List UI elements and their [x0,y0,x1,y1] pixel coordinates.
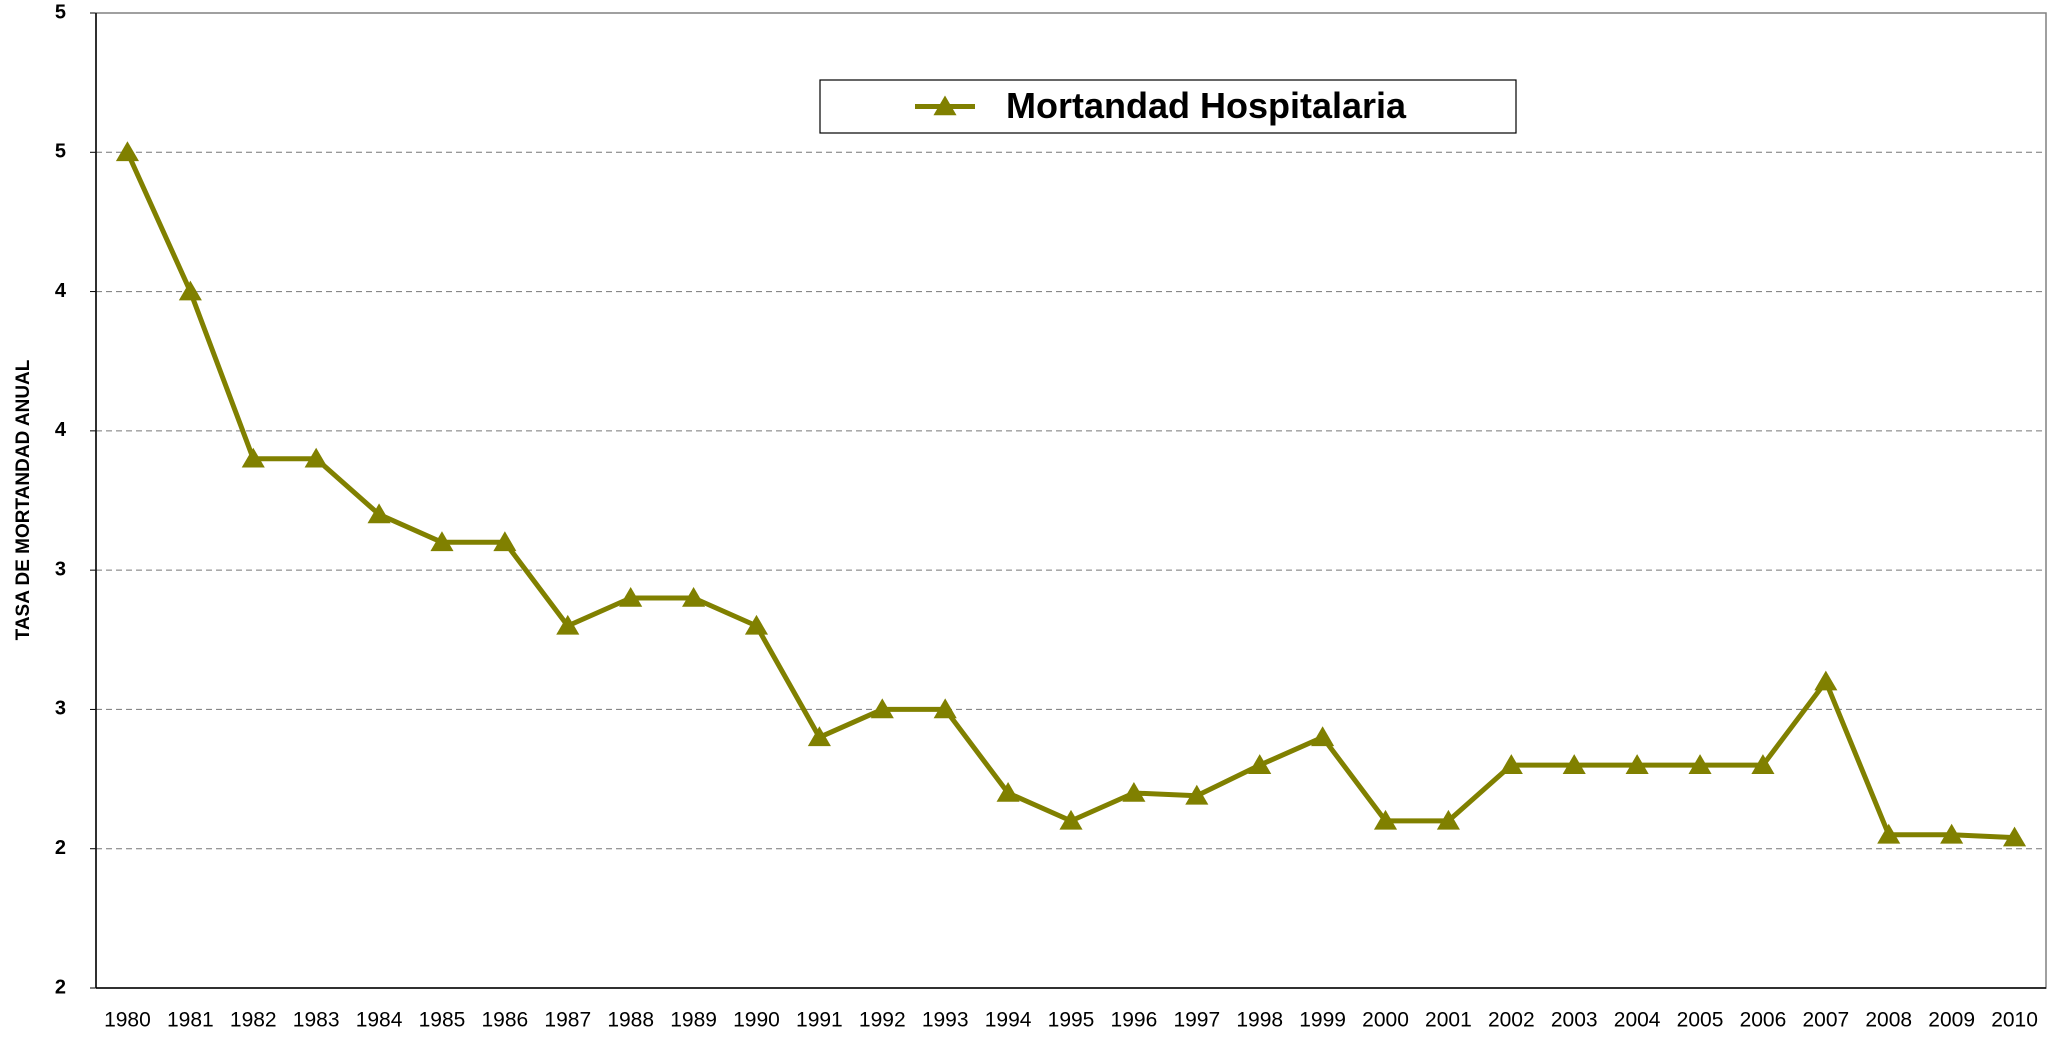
marker [1814,670,1838,691]
x-tick-label: 2006 [1740,1009,1787,1032]
marker [1248,754,1272,774]
marker [1059,809,1083,830]
x-tick-label: 1981 [167,1009,214,1032]
marker [1562,754,1586,774]
y-tick-label: 2 [55,837,66,859]
x-tick-label: 1999 [1299,1009,1346,1032]
marker [430,531,454,552]
y-tick-label: 2 [55,976,66,998]
x-tick-label: 1989 [670,1009,717,1032]
x-tick-label: 2001 [1425,1009,1472,1032]
line [125,151,2015,841]
x-tick-label: 1998 [1236,1009,1283,1032]
marker [1751,754,1775,774]
x-tick-label: 1996 [1111,1009,1158,1032]
marker [493,531,517,552]
x-tick-label: 1994 [985,1009,1032,1032]
marker [2002,826,2027,847]
y-tick-label: 5 [55,141,66,163]
marker [1625,754,1649,774]
x-tick-label: 1986 [482,1009,529,1032]
marker [807,726,831,747]
y-tick-label: 5 [55,1,66,23]
x-tick-label: 2009 [1928,1009,1975,1032]
x-tick-label: 1980 [104,1009,151,1032]
x-tick-label: 2010 [1991,1009,2038,1032]
x-tick-label: 1995 [1048,1009,1095,1032]
marker [682,587,706,607]
x-tick-label: 1987 [544,1009,591,1032]
marker [619,587,643,607]
marker [1311,726,1335,747]
x-tick-label: 2003 [1551,1009,1598,1032]
x-tick-label: 1997 [1173,1009,1220,1032]
plot-area [95,12,2047,989]
marker [1940,823,1964,844]
x-tick-label: 1982 [230,1009,277,1032]
marker [304,447,328,468]
y-tick-label: 3 [55,698,66,720]
marker [744,614,769,635]
x-tick-label: 2008 [1865,1009,1912,1032]
marker [556,614,580,635]
marker [870,698,894,719]
marker [1499,754,1523,774]
legend-marker [933,95,957,116]
marker [1373,809,1398,830]
y-tick-label: 4 [55,280,67,302]
x-tick-label: 2005 [1677,1009,1724,1032]
marker [241,447,265,468]
marker [115,141,140,162]
x-tick-label: 1992 [859,1009,906,1032]
x-tick-label: 2002 [1488,1009,1535,1032]
x-tick-label: 1984 [356,1009,403,1032]
y-tick-label: 4 [55,419,67,441]
x-tick-label: 1985 [419,1009,466,1032]
marker [367,503,391,524]
marker [996,782,1020,802]
x-tick-label: 2004 [1614,1009,1661,1032]
y-tick-label: 3 [55,558,66,580]
marker [1185,784,1209,805]
x-tick-label: 1983 [293,1009,340,1032]
marker [933,698,957,719]
marker [178,280,202,301]
x-tick-label: 2007 [1802,1009,1849,1032]
marker [1877,823,1901,844]
marker [1122,782,1146,802]
marker [1688,754,1712,774]
x-tick-label: 1988 [607,1009,654,1032]
marker [1436,809,1460,830]
x-tick-label: 2000 [1362,1009,1409,1032]
x-tick-label: 1990 [733,1009,780,1032]
y-axis-label: TASA DE MORTANDAD ANUAL [13,359,34,640]
x-tick-label: 1993 [922,1009,969,1032]
x-tick-label: 1991 [796,1009,843,1032]
legend-label: Mortandad Hospitalaria [1006,85,1407,126]
